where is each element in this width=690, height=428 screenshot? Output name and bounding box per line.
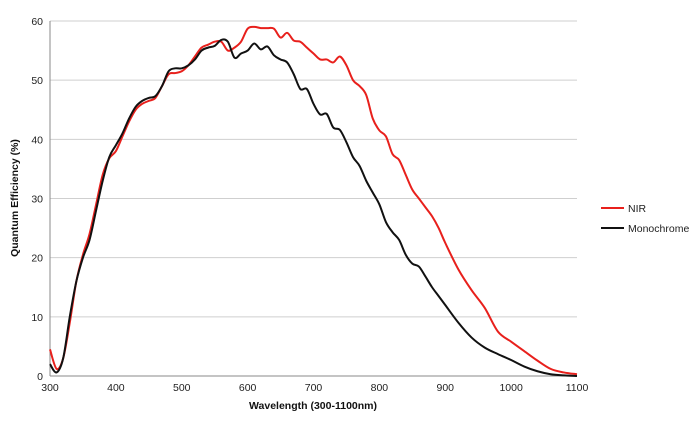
x-tick-label: 400 <box>107 382 125 394</box>
legend-label-monochrome: Monochrome <box>628 223 689 235</box>
y-tick-label: 0 <box>37 371 43 383</box>
y-tick-label: 30 <box>31 194 43 206</box>
x-axis-title: Wavelength (300-1100nm) <box>249 400 377 412</box>
x-tick-label: 800 <box>371 382 389 394</box>
legend-label-nir: NIR <box>628 203 647 215</box>
x-tick-label: 300 <box>41 382 59 394</box>
y-tick-label: 60 <box>31 16 43 28</box>
series-lines <box>49 25 578 377</box>
axes <box>49 21 577 377</box>
y-axis-title: Quantum Efficiency (%) <box>9 139 21 257</box>
gridlines <box>50 20 577 318</box>
series-line-monochrome <box>49 38 578 377</box>
x-tick-label: 700 <box>305 382 323 394</box>
y-tick-label: 40 <box>31 134 43 146</box>
legend: NIR Monochrome <box>601 203 689 235</box>
y-tick-label: 50 <box>31 75 43 87</box>
x-tick-label: 1000 <box>499 382 523 394</box>
y-tick-label: 10 <box>31 312 43 324</box>
x-tick-label: 1100 <box>566 382 589 394</box>
y-tick-labels: 0 10 20 30 40 50 60 <box>31 16 43 383</box>
x-tick-labels: 300 400 500 600 700 800 900 1000 1100 <box>41 382 588 394</box>
y-tick-label: 20 <box>31 253 43 265</box>
x-tick-label: 900 <box>436 382 454 394</box>
x-tick-label: 500 <box>173 382 191 394</box>
x-tick-label: 600 <box>239 382 257 394</box>
series-line-nir <box>49 25 578 376</box>
